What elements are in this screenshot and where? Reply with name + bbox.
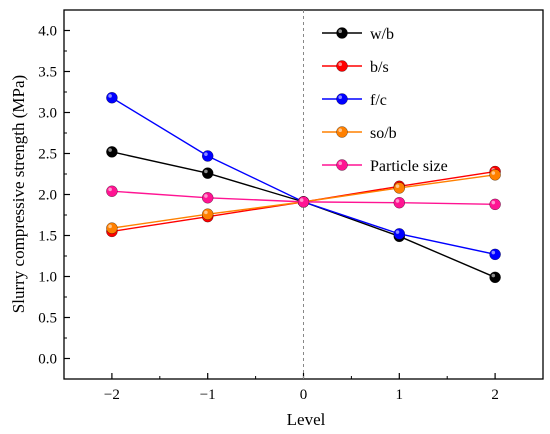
data-point-highlight xyxy=(108,94,112,98)
data-point-highlight xyxy=(491,171,496,175)
y-tick-label: 2.0 xyxy=(38,188,57,204)
data-point-highlight xyxy=(395,199,400,203)
x-tick-label: 2 xyxy=(491,387,499,403)
data-point xyxy=(489,248,501,261)
data-point xyxy=(106,222,118,234)
legend-marker xyxy=(336,93,348,105)
legend-entry: f/c xyxy=(322,92,387,109)
series-line xyxy=(111,97,496,256)
data-point-highlight xyxy=(204,152,208,156)
y-tick-label: 4.0 xyxy=(38,24,57,40)
data-point-highlight xyxy=(299,198,304,202)
data-point-highlight xyxy=(395,184,400,188)
x-tick-label: −1 xyxy=(200,387,216,403)
data-point-highlight xyxy=(491,250,496,255)
legend-label: b/s xyxy=(370,59,389,76)
x-tick-label: −2 xyxy=(104,387,120,403)
data-point-highlight xyxy=(491,273,496,278)
data-point-highlight xyxy=(204,210,208,215)
legend: w/b b/s f/c so/b Particle size xyxy=(322,26,448,175)
data-point-highlight xyxy=(108,148,112,152)
legend-label: Particle size xyxy=(370,158,448,175)
y-tick-label: 1.5 xyxy=(38,229,57,245)
legend-entry: b/s xyxy=(322,59,389,76)
legend-entry: Particle size xyxy=(322,158,448,175)
legend-marker-highlight xyxy=(338,62,343,66)
y-tick-label: 2.5 xyxy=(38,147,57,163)
data-point xyxy=(202,192,214,204)
legend-marker xyxy=(336,27,348,39)
legend-entry: so/b xyxy=(322,125,397,142)
y-tick-label: 3.5 xyxy=(38,65,57,81)
legend-marker xyxy=(336,60,348,72)
x-tick-label: 0 xyxy=(300,387,308,403)
data-point xyxy=(393,182,405,194)
legend-marker-highlight xyxy=(338,161,343,165)
legend-marker xyxy=(336,126,348,138)
data-point xyxy=(106,92,118,104)
data-point xyxy=(202,150,214,162)
data-point xyxy=(393,197,405,209)
series-particle-size xyxy=(106,185,501,210)
legend-marker-highlight xyxy=(338,128,343,132)
y-tick-label: 0.0 xyxy=(38,352,57,368)
series-layer xyxy=(106,92,501,283)
data-point xyxy=(489,169,501,181)
data-point xyxy=(106,185,118,197)
data-point xyxy=(489,271,501,283)
data-point xyxy=(106,146,118,158)
y-tick-label: 0.5 xyxy=(38,311,57,327)
data-point-highlight xyxy=(204,194,208,198)
y-tick-label: 1.0 xyxy=(38,270,57,286)
data-point xyxy=(202,167,214,179)
data-point xyxy=(202,208,214,220)
x-tick-label: 1 xyxy=(396,387,404,403)
data-point-highlight xyxy=(395,230,400,234)
legend-marker xyxy=(336,159,348,171)
legend-label: so/b xyxy=(370,125,397,142)
data-point xyxy=(489,198,501,210)
data-point-highlight xyxy=(491,200,496,205)
legend-marker-highlight xyxy=(338,29,343,33)
data-point xyxy=(297,196,310,208)
x-axis-label: Level xyxy=(287,410,326,429)
legend-label: w/b xyxy=(370,26,394,43)
data-point-highlight xyxy=(108,224,112,229)
y-axis-label: Slurry compressive strength (MPa) xyxy=(9,75,28,313)
legend-marker-highlight xyxy=(338,95,343,99)
data-point-highlight xyxy=(204,169,208,174)
axes: 0.0 0.5 1.0 1.5 2.0 2.5 3.0 3.5 4.0 −2 −1 0 1 2 xyxy=(38,9,544,403)
y-tick-label: 3.0 xyxy=(38,106,57,122)
legend-entry: w/b xyxy=(322,26,394,43)
legend-label: f/c xyxy=(370,92,387,109)
data-point-highlight xyxy=(108,187,112,192)
data-point xyxy=(393,228,405,240)
